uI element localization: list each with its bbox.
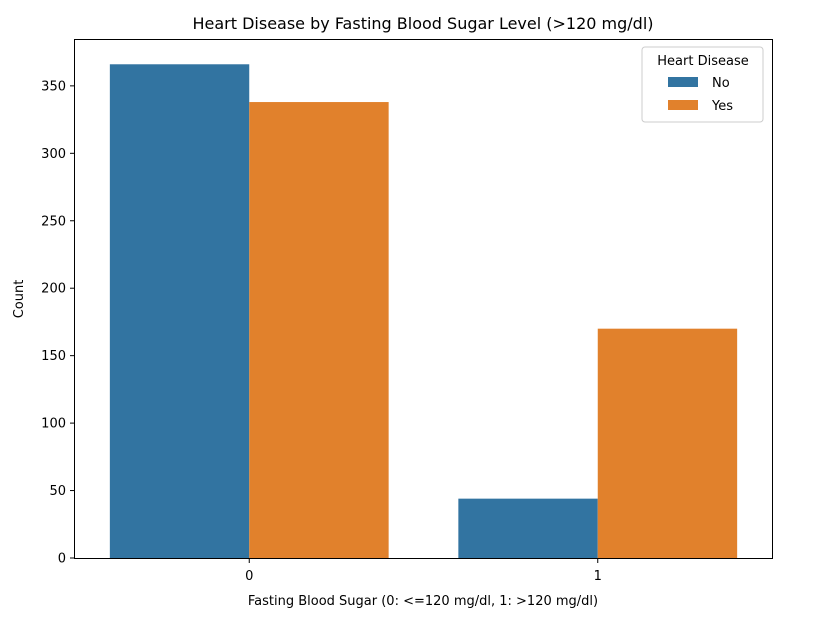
y-tick-label: 0 bbox=[58, 552, 66, 567]
y-tick-label: 150 bbox=[41, 349, 66, 364]
x-axis-label: Fasting Blood Sugar (0: <=120 mg/dl, 1: … bbox=[248, 594, 598, 609]
bar-yes-0 bbox=[249, 102, 389, 559]
y-tick-label: 50 bbox=[49, 484, 66, 499]
bar-no-1 bbox=[458, 498, 598, 558]
y-tick-label: 350 bbox=[41, 79, 66, 94]
bar-no-0 bbox=[109, 64, 250, 558]
bars-group bbox=[109, 64, 738, 559]
plot-frame bbox=[74, 39, 773, 559]
y-tick-label: 250 bbox=[41, 214, 66, 229]
y-tick-label: 200 bbox=[41, 282, 66, 297]
chart-title: Heart Disease by Fasting Blood Sugar Lev… bbox=[192, 14, 653, 33]
y-axis-label: Count bbox=[12, 280, 27, 319]
legend-title: Heart Disease bbox=[657, 54, 748, 69]
legend-label-yes: Yes bbox=[711, 99, 733, 114]
legend-label-no: No bbox=[712, 76, 730, 91]
y-tick-label: 100 bbox=[41, 417, 66, 432]
legend-swatch-no bbox=[668, 77, 698, 87]
legend: Heart Disease No Yes bbox=[641, 46, 764, 123]
x-tick-label: 1 bbox=[594, 569, 602, 584]
legend-swatch-yes bbox=[668, 100, 698, 110]
y-axis-ticks: 0 50 100 150 200 250 300 350 bbox=[41, 79, 75, 567]
y-tick-label: 300 bbox=[41, 147, 66, 162]
bar-yes-1 bbox=[597, 328, 738, 558]
x-tick-label: 0 bbox=[245, 569, 253, 584]
